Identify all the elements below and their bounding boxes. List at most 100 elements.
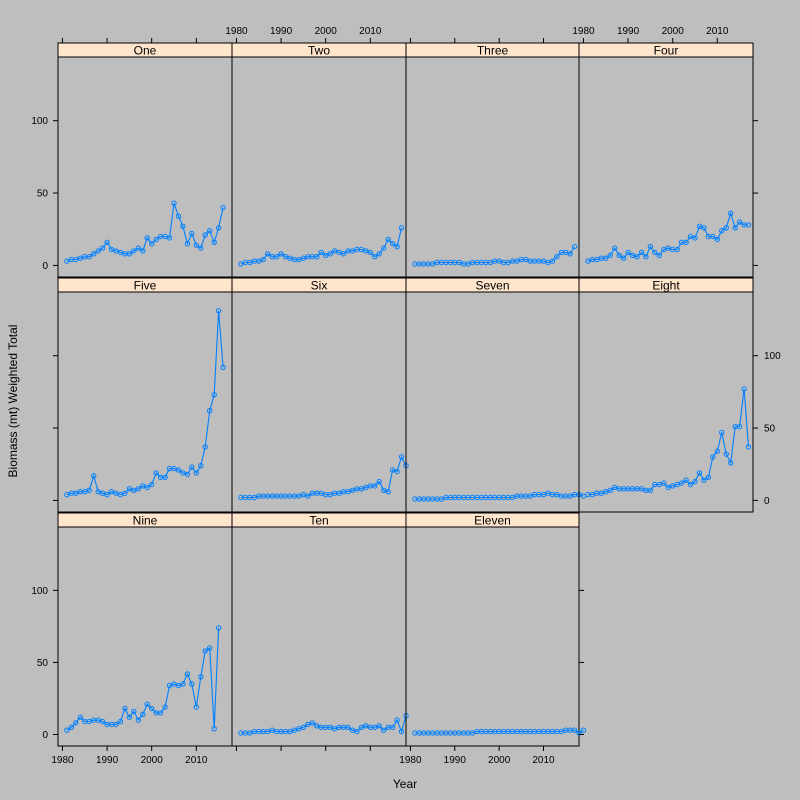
- data-point-three: [429, 261, 436, 267]
- x-tick-label: 1990: [96, 755, 119, 766]
- data-point-three: [554, 254, 560, 260]
- data-point-one: [180, 223, 186, 230]
- data-point-one: [211, 239, 217, 246]
- data-point-eight: [598, 490, 604, 496]
- x-tick-label: 1990: [444, 755, 467, 766]
- data-point-one: [86, 254, 92, 260]
- data-point-eight: [696, 470, 703, 476]
- data-point-eleven: [576, 730, 582, 736]
- data-point-two: [367, 249, 373, 256]
- strip-label-ten: Ten: [309, 514, 328, 528]
- y-tick-label: 0: [764, 496, 770, 507]
- data-point-four: [732, 225, 738, 231]
- strip-label-nine: Nine: [133, 514, 158, 528]
- data-point-three: [549, 258, 556, 264]
- x-tick-label: 2010: [706, 26, 729, 37]
- data-point-eight: [661, 480, 667, 486]
- data-point-six: [389, 467, 396, 473]
- data-point-eight: [736, 423, 743, 430]
- data-point-four: [728, 210, 734, 217]
- data-point-nine: [184, 671, 191, 677]
- panel-nine: Nine: [57, 512, 233, 747]
- data-point-one: [99, 245, 106, 251]
- data-point-six: [385, 489, 391, 495]
- data-point-seven: [554, 491, 560, 498]
- data-point-one: [215, 225, 222, 231]
- series-line-nine: [66, 627, 220, 731]
- data-point-nine: [162, 704, 168, 710]
- data-point-eleven: [580, 727, 587, 733]
- series-line-eight: [587, 388, 750, 496]
- data-point-seven: [567, 493, 573, 499]
- data-point-one: [171, 200, 177, 206]
- data-point-eight: [692, 478, 698, 485]
- data-point-four: [643, 254, 649, 260]
- panel-six: Six: [231, 277, 409, 513]
- y-tick-label: 0: [42, 730, 48, 741]
- data-point-five: [207, 408, 213, 414]
- panel-frame-four: [578, 56, 754, 278]
- strip-label-one: One: [134, 44, 157, 58]
- panel-frame-three: [405, 56, 580, 278]
- data-point-five: [180, 470, 186, 476]
- data-point-nine: [126, 714, 133, 720]
- data-point-four: [701, 225, 707, 231]
- panel-eight: Eight: [578, 277, 754, 513]
- data-point-five: [198, 463, 204, 469]
- data-point-five: [149, 481, 155, 488]
- data-point-three: [456, 259, 462, 266]
- data-point-nine: [135, 717, 142, 723]
- data-point-five: [189, 464, 195, 470]
- data-point-nine: [180, 681, 186, 687]
- series-line-one: [66, 203, 224, 262]
- data-point-ten: [398, 728, 405, 735]
- data-point-nine: [140, 711, 146, 717]
- strip-label-four: Four: [654, 44, 679, 58]
- data-point-four: [625, 249, 631, 256]
- data-point-five: [193, 470, 200, 476]
- data-point-one: [64, 258, 70, 264]
- data-point-one: [77, 255, 84, 261]
- data-point-four: [612, 245, 618, 251]
- x-tick-label: 1980: [572, 26, 595, 37]
- y-tick-label: 100: [31, 116, 48, 127]
- data-point-one: [153, 236, 159, 243]
- panel-frame-seven: [405, 291, 580, 513]
- x-tick-label: 1990: [617, 26, 640, 37]
- strip-label-five: Five: [134, 279, 157, 293]
- data-point-five: [215, 308, 222, 314]
- x-axis-title: Year: [393, 777, 417, 791]
- data-point-eight: [683, 477, 689, 483]
- data-point-nine: [117, 718, 124, 725]
- data-point-ten: [376, 723, 382, 729]
- data-point-four: [620, 255, 627, 261]
- data-point-nine: [157, 710, 164, 716]
- data-point-two: [238, 261, 244, 267]
- strip-label-eight: Eight: [652, 279, 680, 293]
- data-point-nine: [211, 726, 217, 732]
- data-point-five: [104, 491, 110, 498]
- data-point-one: [184, 241, 191, 247]
- data-point-five: [184, 471, 191, 478]
- data-point-one: [202, 232, 208, 238]
- x-tick-label: 2010: [359, 26, 382, 37]
- data-point-one: [140, 248, 146, 254]
- data-point-four: [692, 235, 698, 241]
- data-point-one: [135, 245, 142, 251]
- series-line-seven: [414, 492, 584, 500]
- data-point-four: [603, 255, 609, 261]
- x-tick-label: 2000: [315, 26, 338, 37]
- data-point-five: [211, 392, 217, 398]
- data-point-nine: [99, 718, 106, 725]
- x-tick-label: 2010: [532, 755, 555, 766]
- strip-label-six: Six: [311, 279, 328, 293]
- data-point-five: [153, 470, 159, 476]
- panel-ten: Ten: [231, 512, 409, 747]
- data-point-nine: [144, 701, 150, 707]
- strip-label-three: Three: [477, 44, 509, 58]
- y-tick-label: 0: [42, 261, 48, 272]
- data-point-five: [202, 444, 208, 450]
- data-point-four: [585, 258, 591, 264]
- x-tick-label: 1980: [51, 755, 74, 766]
- series-line-four: [587, 211, 749, 262]
